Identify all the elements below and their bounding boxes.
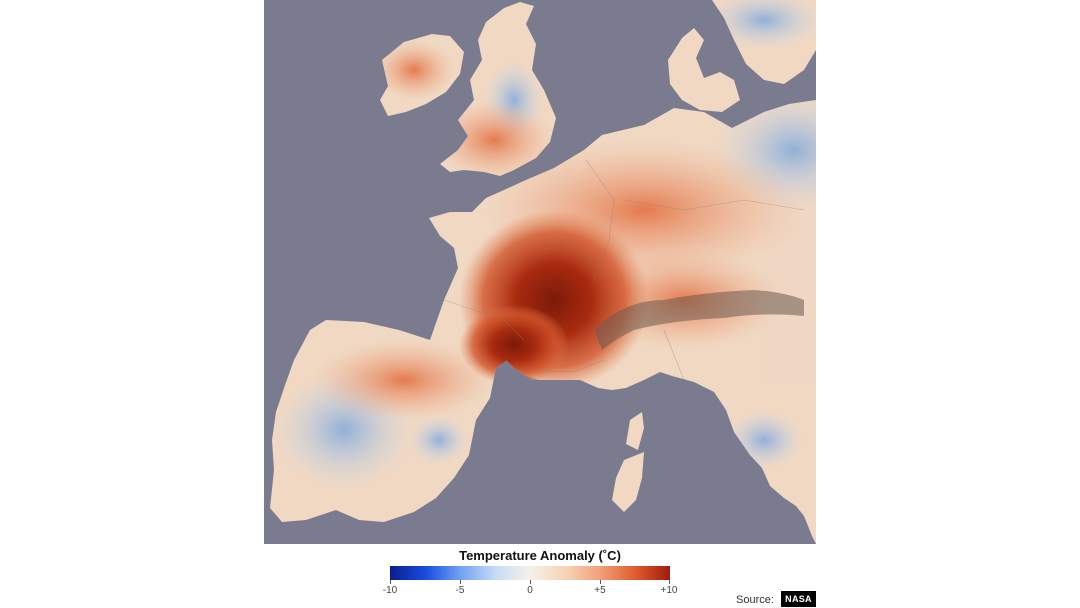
nasa-logo-badge: NASA (781, 591, 816, 607)
legend-tick-label: -5 (455, 585, 465, 596)
legend-tick (669, 580, 670, 584)
legend-tick-label: +10 (660, 585, 678, 596)
temperature-anomaly-map (264, 0, 816, 544)
legend-tick (600, 580, 601, 584)
legend-title: Temperature Anomaly (˚C) (459, 548, 621, 563)
legend-color-scale (390, 566, 670, 580)
legend-tick (460, 580, 461, 584)
legend-tick (390, 580, 391, 584)
legend-tick-label: +5 (594, 585, 606, 596)
legend-tick (530, 580, 531, 584)
source-label: Source: (736, 594, 774, 606)
legend-tick-label: -10 (382, 585, 398, 596)
country-borders (443, 159, 805, 401)
europe-map-svg (264, 0, 816, 544)
legend-tick-label: 0 (527, 585, 533, 596)
